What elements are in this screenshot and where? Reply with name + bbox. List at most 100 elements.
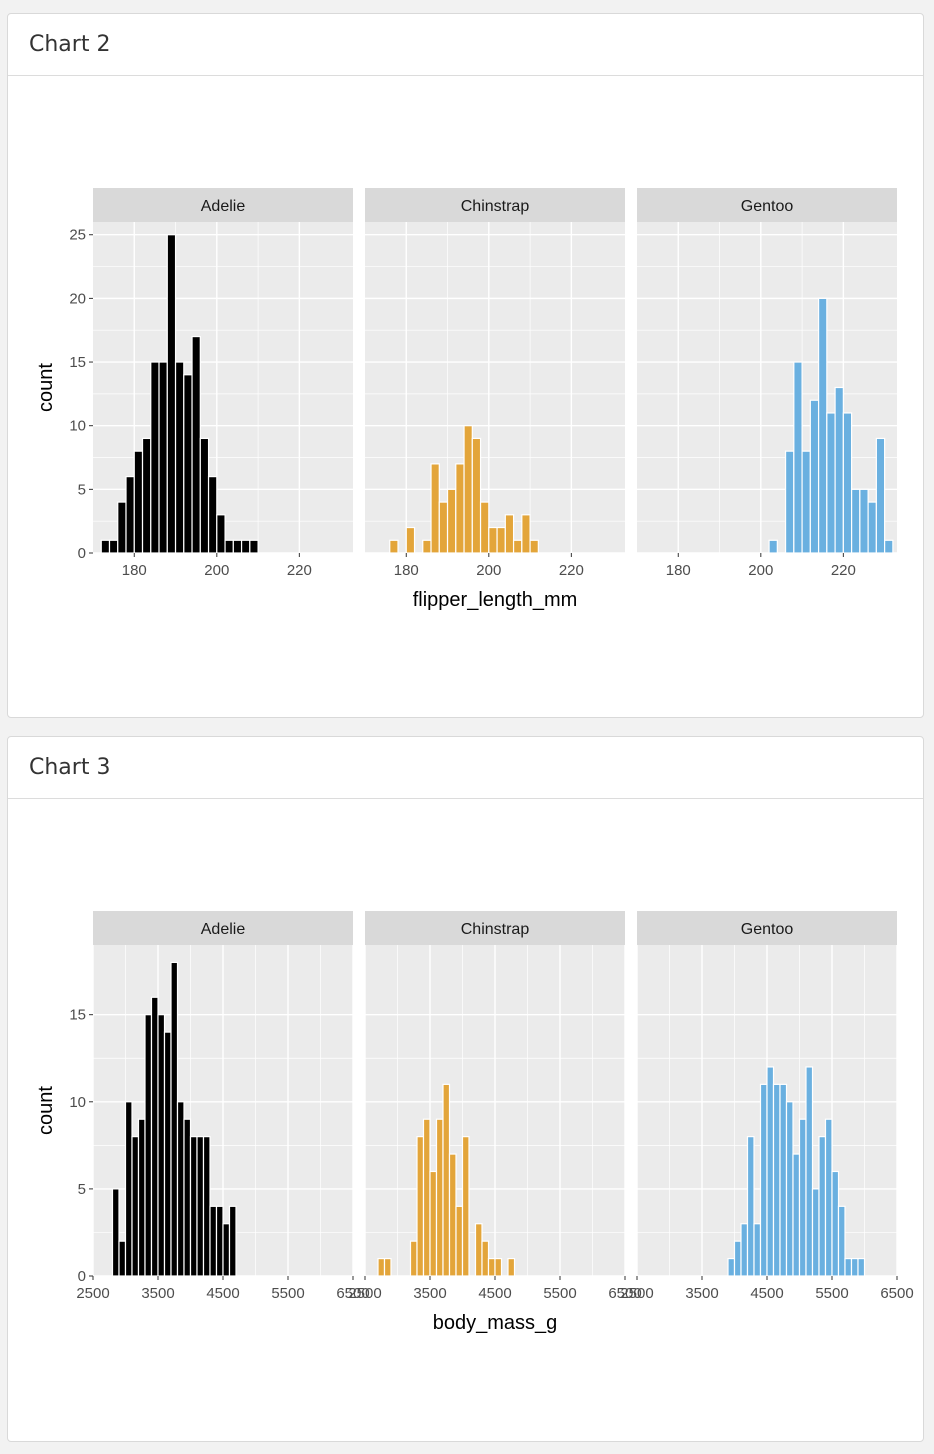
card-header: Chart 3 (8, 737, 923, 799)
histogram-bar (117, 501, 127, 554)
histogram-bar (383, 1257, 392, 1277)
x-tick-label: 180 (394, 562, 419, 579)
x-axis-title: body_mass_g (433, 1312, 558, 1334)
histogram-bar (170, 961, 179, 1277)
card-title: Chart 2 (29, 32, 111, 57)
histogram-bar (118, 1240, 127, 1277)
histogram-bar (471, 437, 482, 554)
y-tick-label: 10 (69, 1094, 86, 1111)
histogram-bar (494, 1257, 503, 1277)
histogram-bar (784, 450, 795, 554)
histogram-bar (442, 1083, 451, 1277)
histogram-bar (837, 1205, 846, 1277)
histogram-bar (844, 1257, 853, 1277)
facet-label: Chinstrap (461, 198, 530, 215)
histogram-bar (884, 539, 894, 554)
x-tick-label: 4500 (750, 1285, 783, 1302)
histogram-bar (455, 463, 465, 554)
histogram-bar (183, 374, 193, 554)
facet-label: Adelie (201, 198, 246, 215)
histogram-bar (504, 514, 515, 554)
histogram-bar (793, 361, 803, 554)
histogram-bar (189, 1136, 198, 1277)
histogram-bar (727, 1257, 736, 1277)
x-tick-label: 220 (287, 562, 312, 579)
histogram-bar (422, 539, 432, 554)
histogram-bar (199, 437, 210, 554)
histogram-bar (232, 539, 243, 554)
histogram-bar (481, 1240, 490, 1277)
x-tick-label: 200 (476, 562, 501, 579)
histogram-bar (435, 1118, 444, 1277)
histogram-bar (150, 361, 160, 554)
facet-strip (93, 911, 353, 945)
x-tick-label: 5500 (543, 1285, 576, 1302)
histogram-bar (141, 437, 152, 554)
histogram-bar (222, 1223, 231, 1277)
histogram-bar (377, 1257, 386, 1277)
x-axis-title: flipper_length_mm (413, 589, 578, 611)
histogram-bar (809, 399, 820, 554)
histogram-bar (111, 1188, 120, 1277)
histogram-bar (438, 501, 449, 554)
histogram-bar (824, 1118, 833, 1277)
histogram-bar (157, 1014, 166, 1277)
histogram-bar (753, 1223, 762, 1277)
histogram-bar (521, 514, 531, 554)
histogram-bar (496, 526, 506, 554)
histogram-bar (785, 1101, 794, 1277)
y-tick-label: 5 (78, 1181, 86, 1198)
histogram-bar (430, 463, 440, 554)
histogram-bar (196, 1136, 205, 1277)
y-tick-label: 25 (69, 227, 86, 244)
histogram-bar (850, 1257, 859, 1277)
histogram-bar (137, 1118, 146, 1277)
histogram-bar (512, 539, 523, 554)
histogram-bar (759, 1083, 768, 1277)
histogram-bar (834, 386, 844, 554)
histogram-bar (133, 450, 144, 554)
histogram-bar (455, 1205, 464, 1277)
histogram-bar (448, 1153, 457, 1277)
facet-label: Gentoo (741, 198, 794, 215)
histogram-bar (131, 1136, 140, 1277)
histogram-bar (798, 1118, 807, 1277)
histogram-bar (792, 1153, 801, 1277)
histogram-bar (389, 539, 399, 554)
histogram-bar (209, 1205, 218, 1277)
x-tick-label: 3500 (413, 1285, 446, 1302)
histogram-bar (215, 1205, 224, 1277)
x-tick-label: 200 (748, 562, 773, 579)
histogram-bar (125, 476, 135, 554)
histogram-bar (183, 1118, 192, 1277)
histogram-bar (859, 488, 869, 554)
histogram-bar (100, 539, 111, 554)
card-title: Chart 3 (29, 755, 111, 780)
histogram-bar (740, 1223, 749, 1277)
x-tick-label: 200 (204, 562, 229, 579)
histogram-bar (766, 1066, 775, 1277)
histogram-bar (768, 539, 778, 554)
histogram-bar (474, 1223, 483, 1277)
facet-label: Chinstrap (461, 921, 530, 938)
card-header: Chart 2 (8, 14, 923, 76)
body-mass-histogram: Adelie 2500 3500 4500 5500 6500 Chinstrap 2500 3… (35, 911, 914, 1334)
histogram-bar (409, 1240, 418, 1277)
histogram-bar (857, 1257, 866, 1277)
histogram-bar (461, 1136, 470, 1277)
histogram-bar (144, 1014, 153, 1277)
panel-background (365, 222, 625, 553)
histogram-bar (805, 1066, 814, 1277)
histogram-bar (216, 514, 226, 554)
facet-label: Adelie (201, 921, 246, 938)
histogram-bar (817, 297, 828, 554)
histogram-bar (163, 1031, 172, 1277)
histogram-bar (867, 501, 877, 554)
x-tick-label: 6500 (336, 1285, 369, 1302)
histogram-bar (228, 1205, 237, 1277)
histogram-bar (507, 1257, 516, 1277)
y-axis-title: count (35, 1086, 57, 1135)
histogram-bar (733, 1240, 742, 1277)
histogram-bar (811, 1188, 820, 1277)
x-tick-label: 6500 (608, 1285, 641, 1302)
